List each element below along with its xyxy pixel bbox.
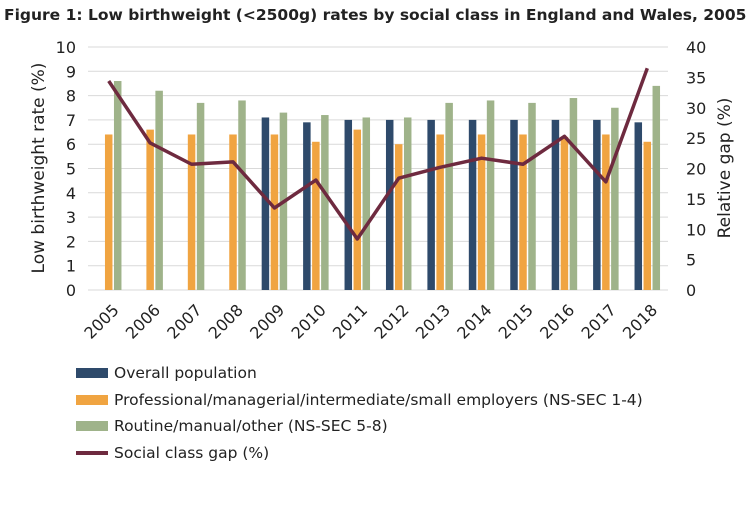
bar-2012 <box>403 117 412 290</box>
bar-2018 <box>634 122 643 290</box>
bar-2015 <box>510 119 518 291</box>
bar-2016 <box>569 98 578 290</box>
x-tick-label: 2017 <box>578 300 620 342</box>
bar-2018 <box>652 85 661 290</box>
y2-tick-label: 0 <box>686 281 696 300</box>
bar-2011 <box>344 119 353 291</box>
legend-swatch <box>76 394 108 405</box>
x-tick-label: 2010 <box>288 300 330 342</box>
bar-2015 <box>519 134 527 290</box>
y2-tick-label: 30 <box>686 99 706 118</box>
x-tick-label: 2007 <box>163 300 205 342</box>
y-tick-label: 1 <box>66 257 76 276</box>
y2-tick-label: 35 <box>686 68 706 87</box>
bar-2013 <box>427 119 435 291</box>
y-tick-label: 9 <box>66 62 76 81</box>
x-tick-label: 2011 <box>329 300 371 342</box>
y-tick-label: 4 <box>66 184 76 203</box>
bar-2007 <box>196 102 205 290</box>
y-tick-label: 10 <box>56 38 76 57</box>
bar-2011 <box>362 117 371 290</box>
legend-label: Social class gap (%) <box>114 443 270 462</box>
bar-2013 <box>436 134 444 290</box>
x-tick-label: 2014 <box>453 300 495 342</box>
legend-swatch <box>76 421 108 432</box>
x-tick-label: 2016 <box>536 300 578 342</box>
y-tick-label: 5 <box>66 160 76 179</box>
legend-swatch <box>76 368 108 379</box>
bar-2009 <box>261 117 270 290</box>
bar-2010 <box>312 141 320 290</box>
bar-2014 <box>477 134 486 290</box>
legend: Overall population Professional/manageria… <box>76 360 643 466</box>
y-tick-label: 8 <box>66 87 76 106</box>
gap-line <box>107 67 649 241</box>
y-tick-label: 7 <box>66 111 76 130</box>
bar-2005 <box>113 81 122 291</box>
x-tick-label: 2005 <box>80 300 122 342</box>
bar-2005 <box>104 134 113 290</box>
legend-label: Professional/managerial/intermediate/sma… <box>114 390 643 409</box>
bar-2018 <box>643 141 652 290</box>
y2-tick-label: 15 <box>686 190 706 209</box>
legend-item: Routine/manual/other (NS-SEC 5-8) <box>76 413 643 440</box>
bar-2014 <box>468 119 477 291</box>
x-tick-label: 2013 <box>412 300 454 342</box>
bar-2013 <box>445 102 453 290</box>
y2-tick-label: 40 <box>686 38 706 57</box>
bar-2010 <box>321 115 329 290</box>
chart-title: Figure 1: Low birthweight (<2500g) rates… <box>4 6 747 24</box>
bar-2008 <box>229 134 237 290</box>
bar-2010 <box>303 122 311 290</box>
y2-tick-label: 10 <box>686 220 706 239</box>
legend-item: Professional/managerial/intermediate/sma… <box>76 387 643 414</box>
bar-2017 <box>602 134 610 290</box>
chart-plot: Low birthweight rate (%) Relative gap (%… <box>29 38 735 343</box>
bar-2016 <box>560 136 569 290</box>
bar-2011 <box>353 129 362 290</box>
bar-2017 <box>611 107 619 290</box>
legend-item: Overall population <box>76 360 643 387</box>
x-tick-label: 2012 <box>370 300 412 342</box>
figure-label: Figure 1: <box>4 6 83 24</box>
bar-2016 <box>551 119 560 291</box>
y-tick-label: 6 <box>66 135 76 154</box>
legend-label: Overall population <box>114 364 257 383</box>
legend-item: Social class gap (%) <box>76 440 643 467</box>
x-tick-label: 2015 <box>495 300 537 342</box>
bar-2014 <box>486 100 495 291</box>
x-tick-label: 2008 <box>205 300 247 342</box>
legend-label: Routine/manual/other (NS-SEC 5-8) <box>114 417 388 436</box>
x-tick-label: 2009 <box>246 300 288 342</box>
y2-tick-label: 25 <box>686 129 706 148</box>
legend-swatch <box>76 450 108 455</box>
bar-2009 <box>270 134 279 290</box>
bar-2007 <box>187 134 196 290</box>
y2-tick-label: 5 <box>686 251 696 270</box>
bar-2017 <box>593 119 601 291</box>
bar-2008 <box>238 100 246 291</box>
y-axis-label: Low birthweight rate (%) <box>29 63 49 274</box>
x-tick-label: 2006 <box>122 300 164 342</box>
title-text: Low birthweight (<2500g) rates by social… <box>82 6 747 24</box>
x-tick-label: 2018 <box>619 300 661 342</box>
bar-2006 <box>155 90 163 291</box>
y2-axis-label: Relative gap (%) <box>715 98 735 239</box>
y-tick-label: 2 <box>66 232 76 251</box>
bar-2006 <box>146 129 154 290</box>
bar-2012 <box>385 119 394 291</box>
bar-2015 <box>528 102 536 290</box>
y-tick-label: 3 <box>66 208 76 227</box>
y2-tick-label: 20 <box>686 160 706 179</box>
y-tick-label: 0 <box>66 281 76 300</box>
bar-2012 <box>394 144 403 290</box>
